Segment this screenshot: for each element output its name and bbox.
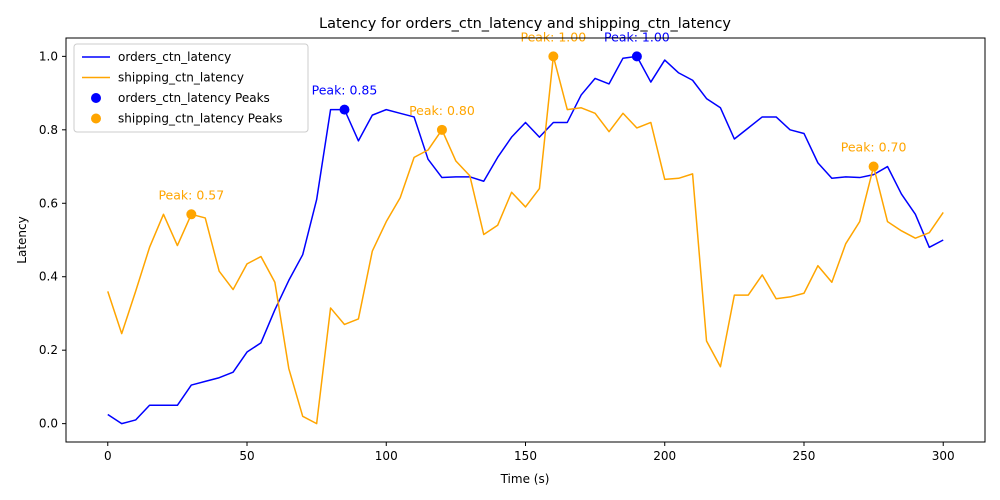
y-tick-label: 1.0	[39, 49, 58, 63]
legend-swatch-marker	[91, 113, 101, 124]
legend-label: shipping_ctn_latency	[118, 71, 244, 85]
peak-marker	[339, 104, 350, 115]
x-tick-label: 0	[104, 449, 112, 463]
legend-label: shipping_ctn_latency Peaks	[118, 112, 283, 126]
y-tick-label: 0.4	[39, 270, 58, 284]
plot-area: Peak: 0.85 Peak: 1.00 Peak: 0.57 Peak: 0.80…	[107, 29, 944, 425]
y-tick-label: 0.6	[39, 196, 58, 210]
peak-label: Peak: 1.00	[520, 29, 586, 44]
peak-label: Peak: 1.00	[604, 29, 670, 44]
legend: orders_ctn_latency shipping_ctn_latencyor…	[73, 43, 309, 133]
series-line-orders_ctn_latency	[107, 55, 944, 425]
peak-label: Peak: 0.57	[158, 187, 224, 202]
series-line-shipping_ctn_latency	[107, 55, 944, 425]
peak-label: Peak: 0.85	[312, 83, 378, 98]
x-axis-label: Time (s)	[500, 472, 550, 486]
x-tick-label: 100	[375, 449, 398, 463]
y-tick-label: 0.8	[39, 123, 58, 137]
x-tick-label: 250	[793, 449, 816, 463]
chart-title: Latency for orders_ctn_latency and shipp…	[319, 16, 731, 32]
legend-box	[73, 43, 309, 133]
peak-marker	[631, 51, 642, 62]
x-tick-label: 200	[653, 449, 676, 463]
axes: 0 50 100 150 200 250 300 0.0 0.2 0.4 0.6 0.8 1.0	[39, 49, 955, 463]
peak-marker	[186, 209, 197, 220]
peak-label: Peak: 0.70	[841, 140, 907, 155]
peak-marker	[868, 161, 879, 172]
x-tick-label: 300	[932, 449, 955, 463]
peak-marker	[436, 124, 447, 135]
y-tick-label: 0.0	[39, 417, 58, 431]
legend-swatch-marker	[91, 93, 101, 103]
x-tick-label: 150	[514, 449, 537, 463]
y-tick-label: 0.2	[39, 343, 58, 357]
x-tick-label: 50	[239, 449, 254, 463]
y-axis-label: Latency	[15, 216, 29, 263]
legend-label: orders_ctn_latency	[118, 50, 231, 64]
legend-label: orders_ctn_latency Peaks	[118, 91, 270, 105]
peak-marker	[548, 51, 559, 62]
peak-label: Peak: 0.80	[409, 103, 475, 118]
